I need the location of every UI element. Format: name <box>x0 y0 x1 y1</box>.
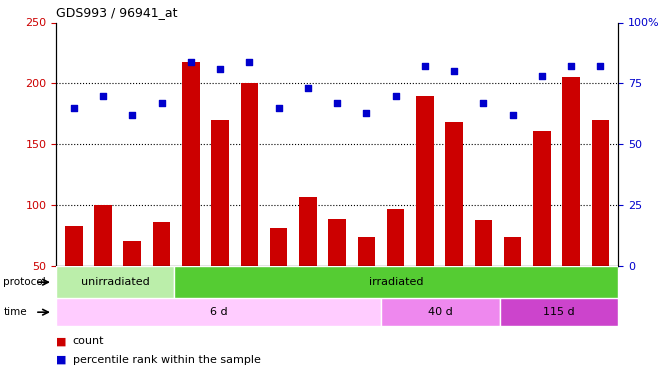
Point <box>127 112 137 118</box>
Point <box>508 112 518 118</box>
Bar <box>270 228 288 266</box>
Bar <box>592 120 609 266</box>
Text: count: count <box>73 336 104 346</box>
Bar <box>65 226 83 266</box>
Bar <box>182 62 200 266</box>
Bar <box>475 220 492 266</box>
Point <box>156 100 167 106</box>
Bar <box>358 237 375 266</box>
Bar <box>299 197 317 266</box>
Point <box>215 66 225 72</box>
Point <box>186 58 196 64</box>
Point <box>273 105 284 111</box>
Text: ■: ■ <box>56 355 67 365</box>
Point <box>566 63 576 69</box>
Bar <box>533 131 551 266</box>
Text: percentile rank within the sample: percentile rank within the sample <box>73 355 260 365</box>
Point <box>478 100 488 106</box>
Point <box>303 86 313 92</box>
Bar <box>241 84 258 266</box>
Bar <box>381 298 500 326</box>
Bar <box>504 237 522 266</box>
Bar <box>329 219 346 266</box>
Point <box>244 58 254 64</box>
Text: 6 d: 6 d <box>210 307 227 317</box>
Point <box>332 100 342 106</box>
Bar <box>500 298 618 326</box>
Bar <box>563 77 580 266</box>
Bar <box>56 266 175 298</box>
Bar <box>153 222 171 266</box>
Text: irradiated: irradiated <box>369 277 424 287</box>
Point <box>69 105 79 111</box>
Point <box>420 63 430 69</box>
Text: unirradiated: unirradiated <box>81 277 149 287</box>
Text: GDS993 / 96941_at: GDS993 / 96941_at <box>56 6 178 19</box>
Bar <box>446 122 463 266</box>
Text: time: time <box>3 307 27 317</box>
Bar <box>175 266 618 298</box>
Text: ■: ■ <box>56 336 67 346</box>
Bar <box>56 298 381 326</box>
Text: 115 d: 115 d <box>543 307 574 317</box>
Bar <box>95 206 112 266</box>
Point <box>595 63 605 69</box>
Point <box>98 93 108 99</box>
Bar <box>416 96 434 266</box>
Point <box>391 93 401 99</box>
Text: 40 d: 40 d <box>428 307 453 317</box>
Bar <box>387 209 405 266</box>
Bar <box>212 120 229 266</box>
Bar <box>124 241 141 266</box>
Point <box>361 110 371 116</box>
Point <box>449 68 459 74</box>
Text: protocol: protocol <box>3 277 46 287</box>
Point <box>537 73 547 79</box>
